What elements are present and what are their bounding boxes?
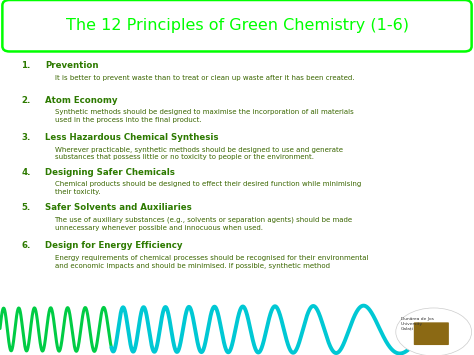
- Text: Synthetic methods should be designed to maximise the incorporation of all materi: Synthetic methods should be designed to …: [55, 109, 353, 123]
- Text: Design for Energy Efficiency: Design for Energy Efficiency: [45, 241, 182, 250]
- Text: Dunărea de Jos
University
Galați: Dunărea de Jos University Galați: [401, 317, 433, 331]
- Text: 6.: 6.: [21, 241, 31, 250]
- Text: The use of auxiliary substances (e.g., solvents or separation agents) should be : The use of auxiliary substances (e.g., s…: [55, 217, 353, 231]
- FancyBboxPatch shape: [414, 322, 449, 345]
- Text: Prevention: Prevention: [45, 61, 99, 70]
- Text: Wherever practicable, synthetic methods should be designed to use and generate
s: Wherever practicable, synthetic methods …: [55, 147, 343, 160]
- FancyBboxPatch shape: [2, 0, 472, 51]
- Text: Designing Safer Chemicals: Designing Safer Chemicals: [45, 168, 175, 176]
- Ellipse shape: [396, 308, 472, 355]
- Text: Energy requirements of chemical processes should be recognised for their environ: Energy requirements of chemical processe…: [55, 255, 368, 269]
- Text: Chemical products should be designed to effect their desired function while mini: Chemical products should be designed to …: [55, 181, 361, 195]
- Text: The 12 Principles of Green Chemistry (1-6): The 12 Principles of Green Chemistry (1-…: [65, 18, 409, 33]
- Text: 5.: 5.: [21, 203, 31, 212]
- Text: 3.: 3.: [21, 133, 31, 142]
- Text: It is better to prevent waste than to treat or clean up waste after it has been : It is better to prevent waste than to tr…: [55, 75, 354, 81]
- Text: 1.: 1.: [21, 61, 31, 70]
- Text: 4.: 4.: [21, 168, 31, 176]
- Text: 2.: 2.: [21, 96, 31, 105]
- Text: Less Hazardous Chemical Synthesis: Less Hazardous Chemical Synthesis: [45, 133, 219, 142]
- Text: Atom Economy: Atom Economy: [45, 96, 118, 105]
- Text: Safer Solvents and Auxiliaries: Safer Solvents and Auxiliaries: [45, 203, 192, 212]
